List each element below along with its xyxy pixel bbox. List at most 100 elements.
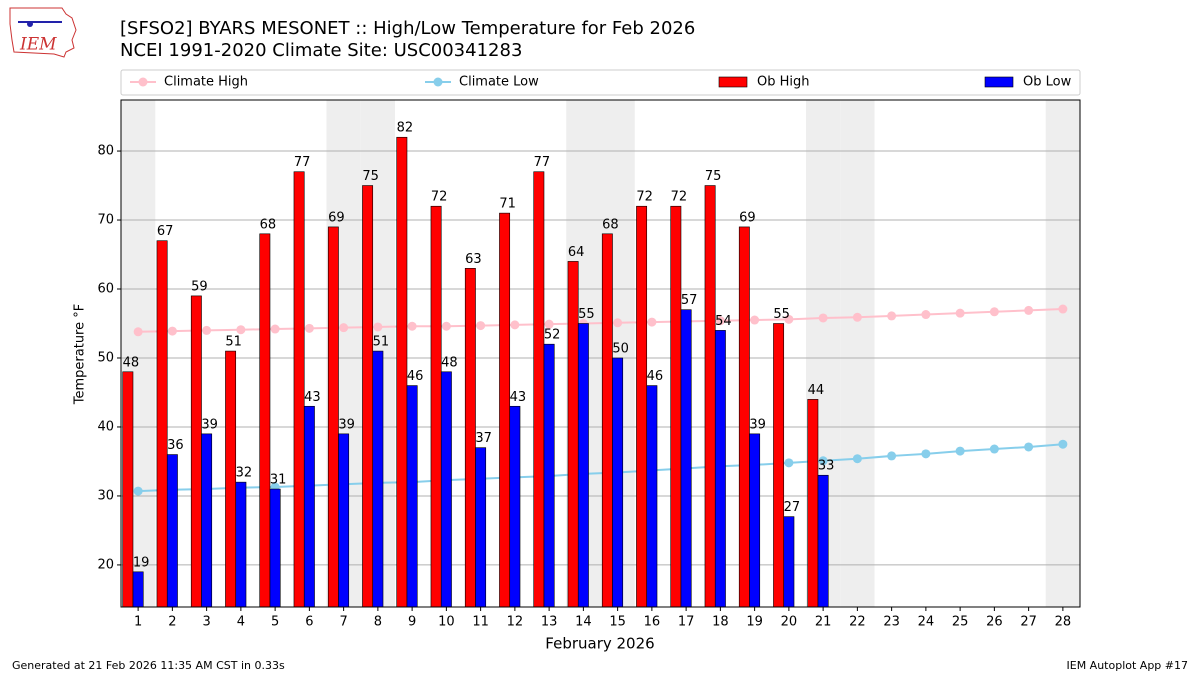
x-tick-label: 9	[408, 615, 416, 630]
y-tick-label: 40	[97, 419, 114, 434]
bar	[440, 371, 452, 608]
marker	[1024, 305, 1034, 315]
bar	[807, 399, 819, 608]
x-tick-label: 11	[472, 615, 489, 630]
marker	[955, 446, 965, 456]
y-axis-label: Temperature °F	[73, 304, 88, 405]
x-tick-label: 5	[271, 615, 279, 630]
x-tick-label: 14	[575, 615, 592, 630]
bar	[269, 488, 281, 608]
bar	[601, 233, 613, 608]
data-label: 39	[749, 417, 766, 432]
marker	[715, 316, 725, 326]
logo: IEM	[9, 7, 77, 58]
data-label: 59	[191, 279, 208, 294]
weekend-shade	[1045, 100, 1080, 607]
data-label: 57	[681, 293, 698, 308]
logo-icon	[27, 21, 33, 27]
data-label: 19	[133, 555, 150, 570]
marker	[989, 307, 999, 317]
data-label: 46	[647, 369, 664, 384]
data-label: 64	[568, 245, 585, 260]
y-tick-label: 30	[97, 488, 114, 503]
marker	[613, 318, 623, 328]
data-label: 77	[294, 155, 311, 170]
bar	[680, 309, 692, 608]
bar	[235, 481, 247, 608]
data-label: 43	[304, 390, 321, 405]
data-label: 54	[715, 314, 732, 329]
bar	[475, 447, 487, 608]
bar	[464, 268, 476, 608]
x-tick-label: 25	[952, 615, 969, 630]
bar	[577, 323, 589, 608]
y-tick-label: 50	[97, 350, 114, 365]
y-tick-label: 60	[97, 282, 114, 297]
data-label: 71	[499, 197, 516, 212]
bar	[303, 405, 315, 608]
legend-label: Climate Low	[459, 75, 539, 90]
x-tick-label: 23	[883, 615, 900, 630]
marker	[955, 308, 965, 318]
bar	[543, 343, 555, 608]
bar	[225, 350, 237, 608]
x-tick-label: 16	[644, 615, 661, 630]
data-label: 37	[475, 431, 492, 446]
x-tick-label: 2	[168, 615, 176, 630]
marker	[989, 444, 999, 454]
data-label: 48	[123, 355, 140, 370]
data-label: 39	[338, 417, 355, 432]
marker	[852, 312, 862, 322]
marker	[407, 321, 417, 331]
data-label: 72	[636, 190, 653, 205]
data-label: 39	[201, 417, 218, 432]
x-tick-label: 26	[986, 615, 1003, 630]
marker	[784, 458, 794, 468]
bar	[636, 205, 648, 608]
chart-title: [SFSO2] BYARS MESONET :: High/Low Temper…	[120, 18, 695, 39]
marker	[1058, 304, 1068, 314]
footer-left: Generated at 21 Feb 2026 11:35 AM CST in…	[12, 659, 285, 672]
marker	[1024, 442, 1034, 452]
marker	[1058, 439, 1068, 449]
bar	[293, 171, 305, 608]
legend-label: Ob Low	[1023, 75, 1072, 90]
x-tick-label: 17	[678, 615, 695, 630]
bar	[430, 205, 442, 608]
data-label: 69	[328, 210, 345, 225]
bar	[714, 330, 726, 608]
chart-subtitle: NCEI 1991-2020 Climate Site: USC00341283	[120, 40, 522, 61]
x-tick-label: 22	[849, 615, 866, 630]
y-tick-label: 20	[97, 557, 114, 572]
x-tick-label: 28	[1055, 615, 1072, 630]
plot-frame	[120, 99, 1081, 608]
data-label: 68	[260, 217, 277, 232]
x-tick-label: 3	[202, 615, 210, 630]
line	[138, 308, 1063, 333]
x-tick-label: 13	[541, 615, 558, 630]
legend-swatch	[984, 76, 1014, 88]
data-label: 75	[362, 169, 379, 184]
bar	[156, 240, 168, 608]
data-label: 51	[373, 335, 390, 350]
bar	[738, 226, 750, 608]
data-label: 44	[808, 383, 825, 398]
x-tick-label: 21	[815, 615, 832, 630]
weekend-shade	[840, 100, 875, 607]
marker	[339, 323, 349, 333]
bar	[406, 385, 418, 608]
data-label: 51	[225, 335, 242, 350]
marker	[921, 449, 931, 459]
bar	[259, 233, 271, 608]
x-tick-label: 10	[438, 615, 455, 630]
legend-swatch	[138, 77, 148, 87]
x-tick-label: 1	[134, 615, 142, 630]
x-tick-label: 8	[374, 615, 382, 630]
marker	[921, 310, 931, 320]
marker	[441, 321, 451, 331]
data-label: 82	[397, 121, 414, 136]
y-tick-label: 80	[97, 144, 114, 159]
bar	[567, 261, 579, 608]
